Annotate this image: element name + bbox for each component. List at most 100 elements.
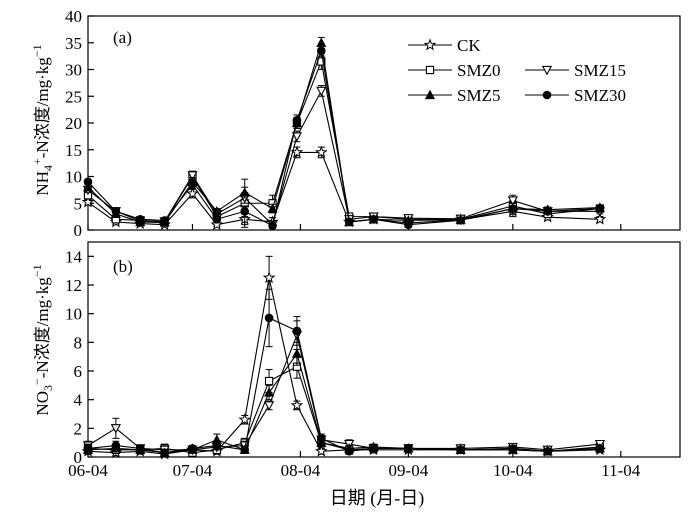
data-point [508,204,518,213]
data-point [212,215,222,224]
x-tick-label: 11-04 [601,461,641,480]
legend-label: CK [457,36,481,55]
legend: CK SMZ0 SMZ15 SMZ5 SMZ30 [408,36,626,105]
data-point [292,116,302,125]
data-point [267,203,278,213]
data-point [81,195,95,208]
x-tick-label: 08-04 [281,461,321,480]
panel-b-no3: 0 2 4 6 8 10 12 14 (b) NO3−-N浓度/mg·kg−1 [30,241,681,467]
data-point [507,196,518,206]
legend-item-smz30: SMZ30 [525,86,626,105]
data-point [135,444,145,453]
data-point [456,216,465,225]
panel-b-ylabel: NO3−-N浓度/mg·kg−1 [30,264,55,415]
data-point [82,181,94,192]
series-line [87,277,600,455]
data-point [264,376,274,386]
data-point [111,206,121,216]
data-point [344,217,354,227]
data-point [83,444,93,453]
y-tick-label: 40 [65,7,82,26]
data-point [186,187,199,199]
data-point [344,446,354,456]
legend-item-smz0: SMZ0 [408,61,500,80]
data-point [188,180,197,189]
data-point [240,206,250,216]
series-line [87,365,600,454]
data-point [83,177,93,187]
legend-label: SMZ5 [457,86,500,105]
x-tick-label: 10-04 [493,461,533,480]
data-point [508,444,518,453]
data-point [262,271,276,284]
data-point [292,326,302,336]
data-point [263,401,275,411]
data-point [315,145,328,158]
y-tick-label: 15 [65,141,82,160]
data-point [211,206,222,216]
series-line [87,333,600,451]
data-point [239,187,250,197]
data-point [111,441,121,450]
series-line [87,89,600,226]
data-point [188,444,197,453]
x-tick-labels: 06-04 07-04 08-04 09-04 10-04 11-04 [68,461,641,480]
series-line [87,59,600,223]
x-tick-label: 07-04 [173,461,213,480]
data-point [264,387,275,397]
y-tick-label: 0 [74,221,83,240]
y-tick-label: 4 [74,391,83,410]
y-tick-label: 8 [74,333,83,352]
data-point [316,86,327,97]
data-point [160,448,169,458]
y-tick-label: 10 [65,305,82,324]
series-line [87,317,600,454]
y-tick-label: 2 [74,419,83,438]
legend-label: SMZ15 [574,61,626,80]
legend-item-ck: CK [408,36,481,55]
data-point [187,171,198,181]
x-tick-label: 06-04 [68,461,108,480]
legend-item-smz5: SMZ5 [408,86,500,105]
panel-a-ylabel: NH4+-N浓度/mg·kg−1 [30,44,55,195]
series-smz0 [83,354,605,457]
data-point [315,444,328,457]
data-point [543,206,552,216]
legend-item-smz15: SMZ15 [525,61,626,80]
data-point [291,132,303,142]
y-tick-label: 10 [65,168,82,187]
data-point [595,204,605,213]
y-tick-label: 30 [65,61,82,80]
y-tick-label: 12 [65,276,82,295]
y-tick-label: 5 [74,194,83,213]
legend-marker [542,90,552,100]
y-tick-label: 20 [65,114,82,133]
data-point [317,46,326,56]
data-point [135,215,145,224]
series-smz15 [82,85,606,231]
legend-label: SMZ0 [457,61,500,80]
series-smz30 [83,288,605,458]
legend-marker [423,38,437,51]
data-point [264,313,274,323]
plot-frame [87,241,681,458]
panel-a-label: (a) [113,28,132,47]
legend-marker [541,65,553,76]
series-smz15 [82,320,606,456]
y-tick-label: 0 [74,448,83,467]
series-line [87,50,600,227]
data-point [240,445,250,455]
y-tick-label: 25 [65,87,82,106]
data-point [595,444,605,453]
series-smz0 [83,52,605,228]
data-point [317,434,326,443]
data-point [238,413,251,426]
legend-label: SMZ30 [574,86,626,105]
data-point [593,212,607,225]
data-point [404,220,413,229]
data-point [268,221,277,231]
y-tick-label: 35 [65,34,82,53]
series-line [87,352,600,454]
data-point [212,441,222,450]
panel-a-nh4: 0 5 10 15 20 25 30 35 40 (a) NH4+-N浓度/mg·kg−1 [30,7,681,240]
